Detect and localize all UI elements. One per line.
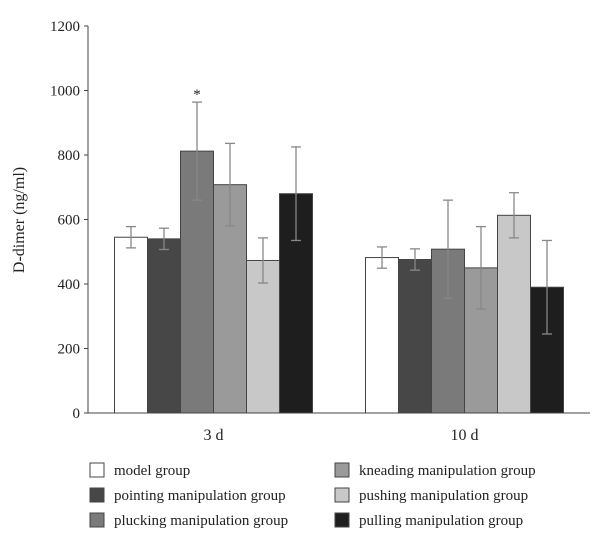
x-axis: 3 d 10 d	[88, 412, 590, 444]
legend: model group pointing manipulation group pl…	[89, 462, 536, 529]
legend-label: pulling manipulation group	[359, 513, 523, 529]
legend-swatch	[89, 512, 105, 528]
category-label: 10 d	[451, 427, 479, 444]
legend-swatch	[89, 462, 105, 478]
y-tick-label: 400	[58, 277, 81, 293]
y-tick-label: 1200	[50, 19, 80, 35]
legend-label: pushing manipulation group	[359, 488, 528, 504]
legend-swatch	[89, 487, 105, 503]
y-tick-label: 800	[58, 148, 81, 164]
legend-swatch	[334, 462, 350, 478]
bar-5-2	[497, 214, 531, 414]
error-bars	[126, 101, 552, 335]
bars	[114, 150, 564, 414]
legend-label: pointing manipulation group	[114, 488, 286, 504]
legend-label: plucking manipulation group	[114, 513, 288, 529]
y-axis: 0 200 400 600 800 1000 1200	[50, 19, 89, 422]
bar-2-1	[147, 238, 181, 414]
y-tick-label: 0	[73, 406, 81, 422]
bar-2-2	[398, 258, 432, 414]
y-tick-label: 1000	[50, 84, 80, 100]
bar-1-2	[365, 257, 399, 414]
significance-mark: *	[193, 87, 201, 103]
legend-label: kneading manipulation group	[359, 463, 536, 479]
y-tick-label: 600	[58, 213, 81, 229]
annotations: *	[193, 87, 201, 103]
bar-1-1	[114, 236, 148, 414]
legend-swatch	[334, 487, 350, 503]
category-label: 3 d	[204, 427, 224, 444]
y-tick-label: 200	[58, 342, 81, 358]
y-axis-label: D-dimer (ng/ml)	[11, 167, 28, 273]
legend-label: model group	[114, 463, 190, 479]
legend-swatch	[334, 512, 350, 528]
